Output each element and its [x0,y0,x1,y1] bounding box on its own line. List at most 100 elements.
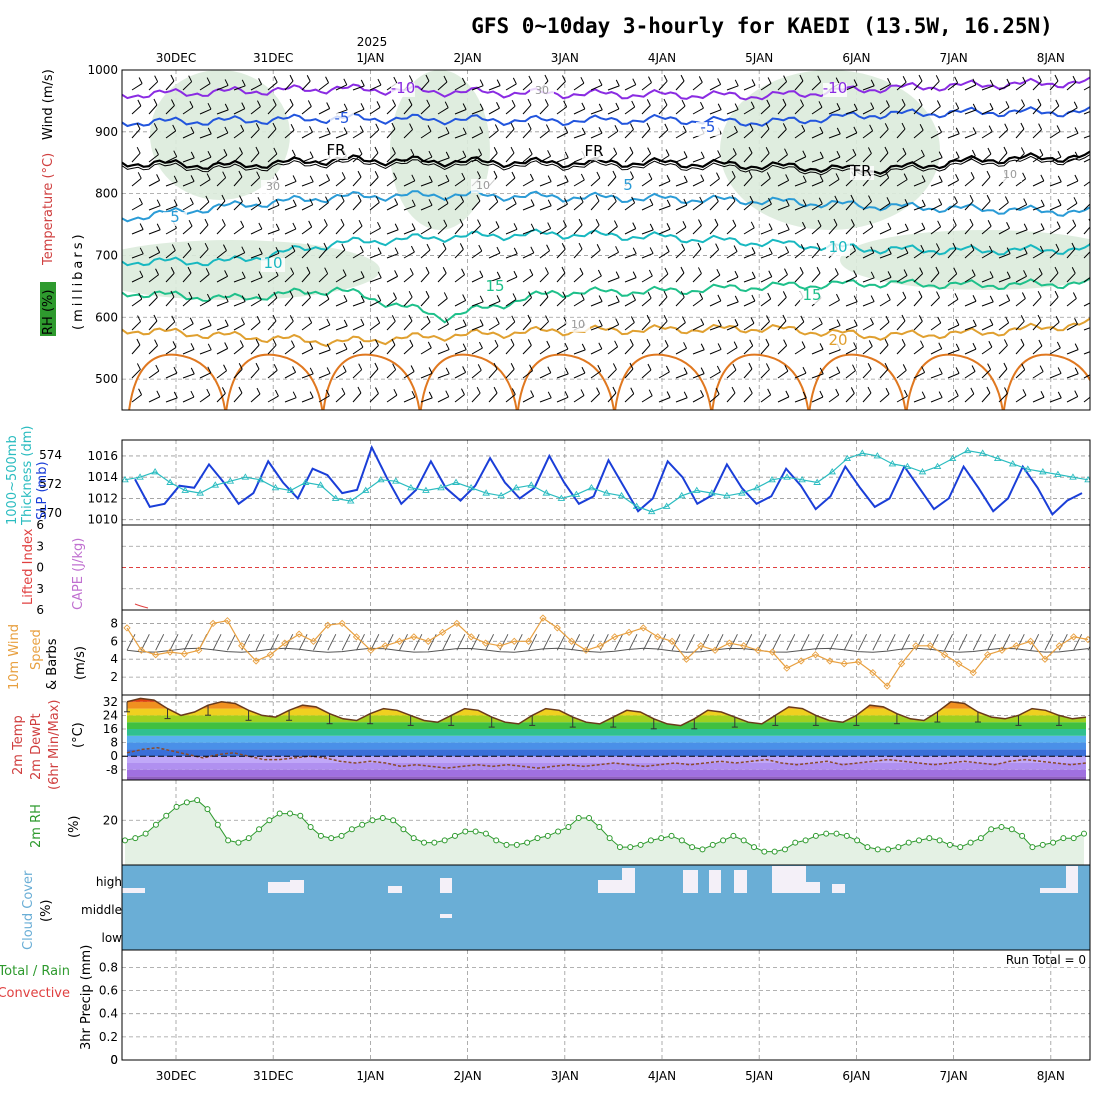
wind-barb [284,320,294,331]
wind-barb-flag [731,386,736,394]
wind-barb [675,397,688,403]
contour-label-t10: 10 [263,254,282,272]
wind-speed-marker [438,628,447,637]
wind-barb [250,83,262,91]
wind-barb [913,80,923,91]
wind-barb [471,392,481,403]
wind-barb [709,249,719,259]
wind-barb-flag [853,342,858,349]
wind-barb [675,80,685,91]
wind-barb-flag [1038,123,1043,130]
wind-barb [998,393,1008,403]
wind-barb [556,396,569,403]
wind-barb-flag [564,342,569,350]
wind-barb [148,104,158,115]
wind-barb [454,224,464,235]
cloud-fill [122,865,1090,950]
wind-barb-flag [496,271,501,279]
wind-barb-flag [546,244,551,252]
wind-barb-flag [904,246,909,254]
wind-barb [777,180,789,187]
li-tick: 6 [36,603,44,617]
rh-marker [689,844,696,851]
wind-barb [352,392,362,403]
wind-barb [199,133,212,139]
wind-barb-flag [1006,222,1010,229]
wind-barb-flag [834,268,839,275]
wind-barb-flag [767,77,772,84]
wind-barb [607,226,618,235]
wind-barb [760,105,771,115]
wind-barb [1049,131,1061,139]
wind-barb [641,369,652,379]
wind-barb-flag [342,269,347,276]
wind-barb-flag [1006,78,1011,86]
wind-barb [607,392,617,403]
wind-barb-flag [528,148,533,155]
wind-barb-flag [512,197,517,204]
wind-barb-flag [496,246,501,254]
wind-barb [182,248,192,259]
wind-barb [760,394,771,403]
wind-barb [131,229,144,235]
wind-panel-labels: 10m Wind Speed & Barbs (m/s) [7,624,88,690]
wind-barb [1015,298,1026,307]
surface-barb [628,634,638,651]
wind-barb-flag [766,172,771,179]
thickness-marker [181,486,189,493]
cloud-gap [440,878,452,893]
thickness-tick: 570 [39,506,62,520]
wind-barb-flag [394,223,399,230]
wind-speed-marker [281,639,289,647]
wind-barb [998,129,1009,139]
wind-barb [1049,181,1062,187]
wind-barb-flag [323,219,328,226]
wind-barb [335,249,346,259]
wind-barb-flag [137,99,142,107]
wind-barb [233,252,245,259]
wind-barb [1066,81,1077,91]
cloud-gap [683,870,698,893]
wind-barb-flag [479,319,484,326]
wind-barb [709,155,721,163]
wind-barb-flag [545,124,550,131]
wind-barb-flag [665,149,670,156]
wind-barb-flag [241,102,246,109]
panel-frame-upper [121,69,1091,411]
wind-speed-marker [395,637,404,645]
wind-barb [522,205,535,211]
wind-barb [284,273,295,283]
wind-barb-flag [869,124,874,132]
wind-barb-flag [853,319,858,326]
wind-barb-flag [988,245,993,253]
wind-barb [862,345,873,355]
wind-barb [811,225,822,235]
wind-barb-flag [1022,76,1027,84]
wind-barb-flag [1074,174,1079,182]
wind-barb-flag [870,246,875,253]
wind-barb [1015,320,1025,331]
cloud-level-middle: middle [81,903,122,917]
wind-barb-flag [290,340,295,347]
rh2m-panel-labels: 2m RH (%) [29,804,82,848]
wind-speed-marker [611,633,619,641]
wind-barb [318,273,328,283]
wind-barb-flag [683,198,688,206]
wind-barb-flag [734,103,739,110]
wind-barb-flag [445,343,450,350]
wind-barb-flag [767,292,772,300]
wind-barb [930,157,943,163]
wind-barb [879,202,891,211]
wind-barb-flag [357,170,362,178]
thickness-marker [136,473,144,480]
wind-barb [862,153,872,163]
wind-barb [981,200,991,211]
rh-marker [895,844,902,851]
wind-barb-flag [1057,150,1062,158]
surface-barb [341,634,351,651]
wind-barb [760,276,772,283]
wind-barb [369,129,380,139]
wind-barb [318,248,328,259]
wind-barb [165,372,178,379]
wind-barb [182,348,195,355]
